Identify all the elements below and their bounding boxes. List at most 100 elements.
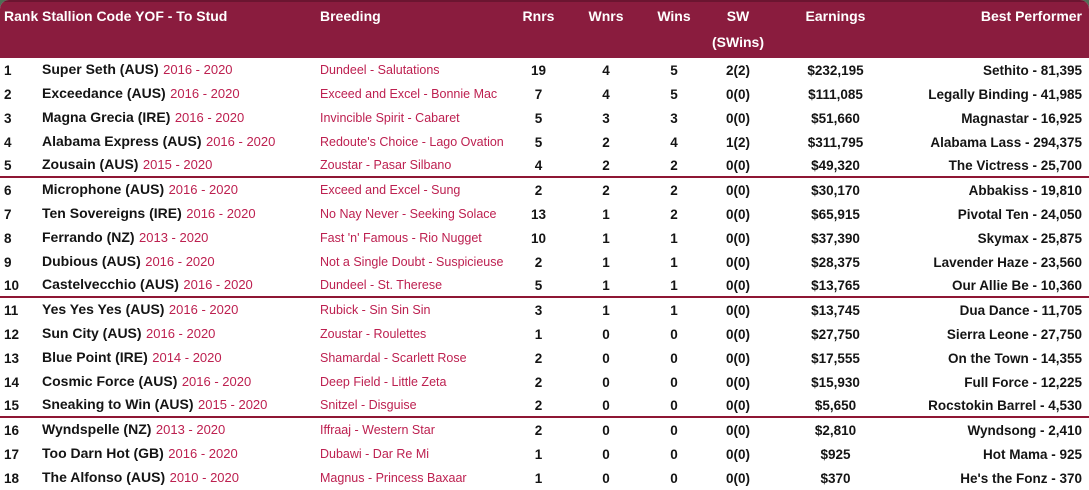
cell-wnrs: 3 xyxy=(602,110,610,126)
cell-breeding: Dubawi - Dar Re Mi xyxy=(320,447,430,461)
cell-rnrs: 5 xyxy=(534,277,543,293)
stallion-years: 2016 - 2020 xyxy=(168,446,238,461)
stallion-years: 2016 - 2020 xyxy=(146,326,216,341)
cell-wnrs: 1 xyxy=(602,254,610,270)
stallion-name: Too Darn Hot (GB) xyxy=(42,445,164,461)
stallion-years: 2015 - 2020 xyxy=(198,397,268,412)
stallion-years: 2013 - 2020 xyxy=(139,230,209,245)
cell-best-performer: Skymax - 25,875 xyxy=(977,230,1082,246)
cell-wnrs: 2 xyxy=(602,157,610,173)
stallion-years: 2015 - 2020 xyxy=(142,157,213,172)
cell-stallion: Alabama Express (AUS) 2016 - 2020 xyxy=(42,133,320,151)
table-row: 3 Magna Grecia (IRE) 2016 - 2020 Invinci… xyxy=(0,106,1089,130)
col-header-wnrs: Wnrs xyxy=(588,8,624,24)
cell-wnrs: 1 xyxy=(602,277,610,293)
cell-sw: 0(0) xyxy=(725,277,750,293)
cell-stallion: Ferrando (NZ) 2013 - 2020 xyxy=(42,229,320,247)
cell-earnings: $2,810 xyxy=(814,422,857,438)
cell-sw: 0(0) xyxy=(725,446,750,462)
table-row: 4 Alabama Express (AUS) 2016 - 2020 Redo… xyxy=(0,130,1089,154)
cell-wins: 0 xyxy=(670,397,678,413)
cell-sw: 0(0) xyxy=(725,350,750,366)
cell-stallion: Microphone (AUS) 2016 - 2020 xyxy=(42,181,320,199)
cell-sw: 0(0) xyxy=(725,182,750,198)
cell-rnrs: 13 xyxy=(530,206,547,222)
stallion-name: Microphone (AUS) xyxy=(42,181,165,197)
stallion-years: 2016 - 2020 xyxy=(145,254,215,269)
table-row: 18 The Alfonso (AUS) 2010 - 2020 Magnus … xyxy=(0,466,1089,490)
cell-rank: 17 xyxy=(4,446,20,462)
cell-rnrs: 1 xyxy=(534,326,543,342)
cell-earnings: $111,085 xyxy=(808,86,863,102)
cell-wins: 0 xyxy=(670,470,678,486)
stallion-years: 2016 - 2020 xyxy=(183,277,253,292)
cell-best-performer: The Victress - 25,700 xyxy=(948,157,1082,173)
cell-best-performer: Our Allie Be - 10,360 xyxy=(951,277,1082,293)
cell-wins: 0 xyxy=(670,350,678,366)
cell-rnrs: 1 xyxy=(534,446,543,462)
col-header-wins: Wins xyxy=(657,8,691,24)
cell-stallion: Zousain (AUS) 2015 - 2020 xyxy=(42,156,320,174)
col-header-best-performer: Best Performer xyxy=(980,8,1082,24)
table-row: 13 Blue Point (IRE) 2014 - 2020 Shamarda… xyxy=(0,346,1089,370)
cell-sw: 0(0) xyxy=(725,422,750,438)
cell-sw: 0(0) xyxy=(725,374,750,390)
cell-rank: 4 xyxy=(4,134,12,150)
col-header-sw-line1: SW xyxy=(726,8,750,24)
cell-sw: 1(2) xyxy=(725,134,750,150)
cell-breeding: Invincible Spirit - Cabaret xyxy=(320,111,460,125)
cell-wnrs: 4 xyxy=(602,62,610,78)
cell-sw: 0(0) xyxy=(725,230,750,246)
table-row: 15 Sneaking to Win (AUS) 2015 - 2020 Sni… xyxy=(0,394,1089,418)
cell-rnrs: 5 xyxy=(534,134,543,150)
cell-rank: 11 xyxy=(4,302,19,318)
cell-sw: 2(2) xyxy=(725,62,750,78)
cell-best-performer: Pivotal Ten - 24,050 xyxy=(957,206,1082,222)
cell-stallion: Sneaking to Win (AUS) 2015 - 2020 xyxy=(42,396,320,414)
cell-breeding: Zoustar - Pasar Silbano xyxy=(320,158,452,172)
cell-rnrs: 2 xyxy=(534,182,543,198)
cell-rank: 14 xyxy=(4,374,20,390)
cell-earnings: $13,745 xyxy=(811,302,860,318)
cell-best-performer: Alabama Lass - 294,375 xyxy=(930,134,1082,150)
cell-stallion: Dubious (AUS) 2016 - 2020 xyxy=(42,253,320,271)
cell-earnings: $37,390 xyxy=(811,230,860,246)
cell-earnings: $49,320 xyxy=(811,157,860,173)
cell-wins: 2 xyxy=(670,157,678,173)
cell-wnrs: 4 xyxy=(602,86,610,102)
stallion-name: Yes Yes Yes (AUS) xyxy=(42,301,165,317)
cell-rnrs: 2 xyxy=(534,254,543,270)
cell-wnrs: 2 xyxy=(602,134,610,150)
cell-sw: 0(0) xyxy=(725,157,750,173)
cell-sw: 0(0) xyxy=(725,302,750,318)
cell-wins: 4 xyxy=(670,134,678,150)
col-header-stallion: Stallion Code YOF - To Stud xyxy=(42,8,228,24)
cell-stallion: Castelvecchio (AUS) 2016 - 2020 xyxy=(42,276,320,294)
stallion-years: 2013 - 2020 xyxy=(155,422,226,437)
cell-rnrs: 2 xyxy=(534,422,543,438)
stallion-years: 2016 - 2020 xyxy=(186,206,256,221)
cell-best-performer: Hot Mama - 925 xyxy=(982,446,1082,462)
cell-rnrs: 5 xyxy=(534,110,543,126)
stallion-name: Sneaking to Win (AUS) xyxy=(42,396,194,412)
cell-earnings: $30,170 xyxy=(811,182,860,198)
table-row: 12 Sun City (AUS) 2016 - 2020 Zoustar - … xyxy=(0,322,1089,346)
cell-stallion: Exceedance (AUS) 2016 - 2020 xyxy=(42,85,320,103)
cell-rank: 18 xyxy=(4,470,20,486)
cell-breeding: Magnus - Princess Baxaar xyxy=(320,471,467,485)
cell-stallion: Ten Sovereigns (IRE) 2016 - 2020 xyxy=(42,205,320,223)
cell-wins: 0 xyxy=(670,326,678,342)
col-header-rank: Rank xyxy=(4,8,39,24)
cell-wins: 5 xyxy=(670,86,678,102)
stallion-name: Cosmic Force (AUS) xyxy=(42,373,178,389)
stallion-years: 2016 - 2020 xyxy=(170,86,240,101)
stallion-years: 2016 - 2020 xyxy=(174,110,245,125)
cell-earnings: $925 xyxy=(820,446,851,462)
cell-stallion: Wyndspelle (NZ) 2013 - 2020 xyxy=(42,421,320,439)
col-header-sw-line2: (SWins) xyxy=(712,34,764,50)
cell-wnrs: 0 xyxy=(602,446,610,462)
cell-breeding: Iffraaj - Western Star xyxy=(320,423,435,437)
stallion-name: Castelvecchio (AUS) xyxy=(42,276,179,292)
cell-earnings: $311,795 xyxy=(807,134,864,150)
